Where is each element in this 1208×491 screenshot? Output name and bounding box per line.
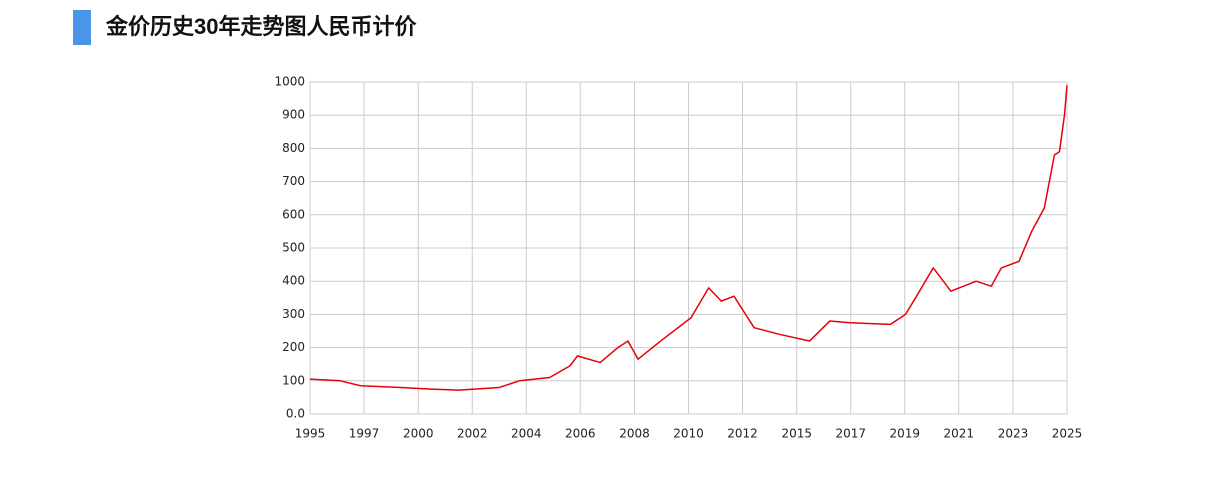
x-tick-label: 2023 (998, 427, 1029, 441)
x-tick-label: 2021 (943, 427, 974, 441)
x-tick-label: 2019 (889, 427, 920, 441)
y-tick-label: 700 (282, 174, 305, 188)
y-tick-label: 200 (282, 340, 305, 354)
y-tick-label: 0.0 (286, 407, 305, 421)
x-tick-label: 2017 (835, 427, 866, 441)
x-tick-label: 2012 (727, 427, 758, 441)
y-tick-label: 600 (282, 207, 305, 221)
x-tick-label: 2000 (403, 427, 434, 441)
title: 金价历史30年走势图人民币计价 (105, 14, 417, 39)
title-bar (73, 10, 91, 45)
x-tick-label: 2015 (781, 427, 812, 441)
y-tick-label: 1000 (274, 75, 305, 89)
x-tick-label: 1995 (295, 427, 326, 441)
x-tick-label: 1997 (349, 427, 380, 441)
y-tick-label: 800 (282, 141, 305, 155)
x-tick-label: 2008 (619, 427, 650, 441)
x-tick-label: 2006 (565, 427, 596, 441)
y-tick-label: 900 (282, 108, 305, 122)
y-tick-label: 500 (282, 241, 305, 255)
y-tick-label: 300 (282, 307, 305, 321)
x-tick-label: 2025 (1052, 427, 1083, 441)
x-tick-label: 2004 (511, 427, 542, 441)
x-tick-label: 2010 (673, 427, 704, 441)
price-line (309, 85, 1068, 391)
y-tick-label: 400 (282, 274, 305, 288)
x-tick-label: 2002 (457, 427, 488, 441)
y-tick-label: 100 (282, 373, 305, 387)
